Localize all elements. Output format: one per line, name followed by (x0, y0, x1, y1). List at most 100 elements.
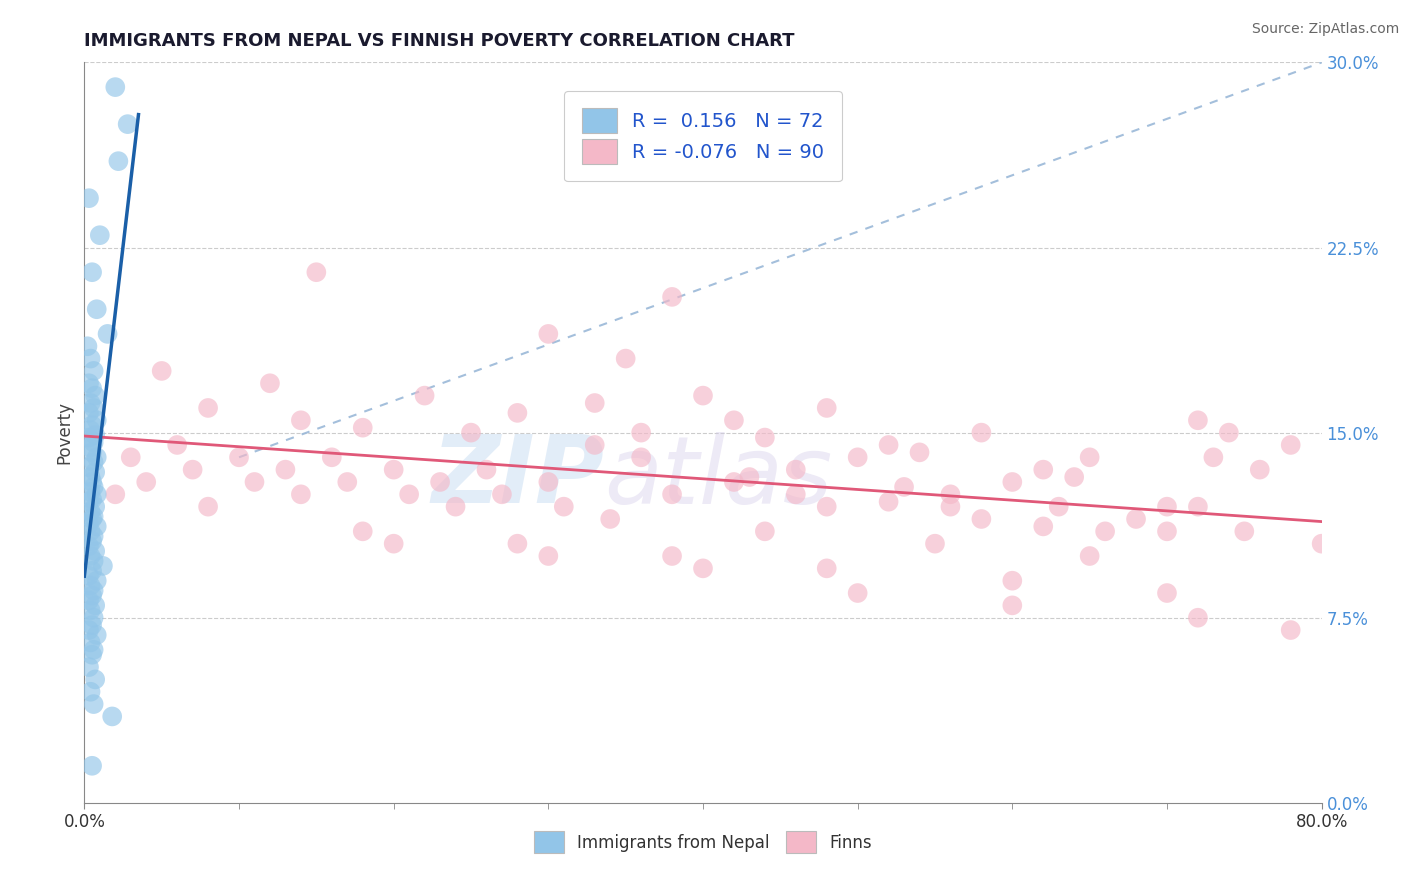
Point (723, 475, 745, 489)
Point (1279, 623, 1302, 637)
Point (79, 484, 101, 499)
Point (79, 505, 101, 519)
Point (1187, 610, 1209, 624)
Point (1218, 425, 1240, 440)
Point (84, 500, 107, 514)
Point (924, 536, 946, 550)
Point (197, 401, 219, 415)
Point (537, 475, 560, 489)
Point (785, 462, 807, 476)
Point (1001, 599, 1024, 613)
Point (1078, 549, 1101, 563)
Point (1233, 524, 1256, 539)
Point (84, 388, 107, 402)
Point (77, 406, 100, 420)
Point (77, 376, 100, 391)
Point (84, 599, 107, 613)
Point (77, 191, 100, 205)
Point (1001, 475, 1024, 489)
Point (1202, 450, 1225, 465)
Point (82, 265, 104, 279)
Point (290, 413, 312, 427)
Point (82, 618, 104, 632)
Point (86, 628, 108, 642)
Point (84, 465, 107, 479)
Point (1032, 462, 1054, 476)
Point (84, 544, 107, 558)
Point (1078, 450, 1101, 465)
Point (83, 554, 105, 568)
Point (243, 475, 266, 489)
Point (83, 509, 105, 524)
Point (83, 642, 105, 657)
Point (86, 574, 108, 588)
Point (77, 623, 100, 637)
Point (82, 445, 104, 459)
Point (82, 534, 104, 549)
Point (738, 470, 761, 484)
Point (846, 586, 869, 600)
Point (553, 500, 575, 514)
Point (1156, 500, 1178, 514)
Point (754, 524, 776, 539)
Point (970, 512, 993, 526)
Point (135, 475, 157, 489)
Point (181, 462, 204, 476)
Point (723, 413, 745, 427)
Point (83, 435, 105, 450)
Point (82, 475, 104, 489)
Point (444, 500, 467, 514)
Text: ZIP: ZIP (432, 431, 605, 523)
Point (83, 529, 105, 543)
Point (82, 492, 104, 507)
Point (77, 516, 100, 531)
Point (846, 450, 869, 465)
Point (197, 500, 219, 514)
Point (661, 549, 683, 563)
Point (893, 480, 915, 494)
Point (77, 568, 100, 582)
Point (89, 228, 111, 243)
Point (79, 685, 101, 699)
Point (290, 487, 312, 501)
Point (491, 487, 513, 501)
Point (599, 512, 621, 526)
Point (1187, 413, 1209, 427)
Text: Source: ZipAtlas.com: Source: ZipAtlas.com (1251, 22, 1399, 37)
Text: IMMIGRANTS FROM NEPAL VS FINNISH POVERTY CORRELATION CHART: IMMIGRANTS FROM NEPAL VS FINNISH POVERTY… (84, 32, 794, 50)
Point (86, 302, 108, 317)
Point (537, 549, 560, 563)
Point (630, 425, 652, 440)
Point (79, 470, 101, 484)
Point (460, 425, 482, 440)
Point (77, 539, 100, 553)
Point (754, 431, 776, 445)
Point (86, 487, 108, 501)
Point (877, 438, 900, 452)
Point (614, 351, 637, 366)
Point (77, 431, 100, 445)
Point (352, 420, 374, 434)
Point (104, 487, 127, 501)
Point (506, 406, 529, 420)
Point (305, 265, 328, 279)
Point (166, 438, 188, 452)
Point (429, 475, 451, 489)
Point (83, 401, 105, 415)
Point (79, 351, 101, 366)
Point (1156, 586, 1178, 600)
Y-axis label: Poverty: Poverty (55, 401, 73, 464)
Point (506, 536, 529, 550)
Point (83, 480, 105, 494)
Point (815, 401, 838, 415)
Point (1125, 512, 1147, 526)
Point (692, 388, 714, 402)
Point (96, 326, 118, 341)
Point (84, 673, 107, 687)
Point (1310, 536, 1333, 550)
Point (382, 536, 405, 550)
Point (877, 494, 900, 508)
Point (939, 500, 962, 514)
Point (77, 593, 100, 607)
Point (76, 339, 98, 353)
